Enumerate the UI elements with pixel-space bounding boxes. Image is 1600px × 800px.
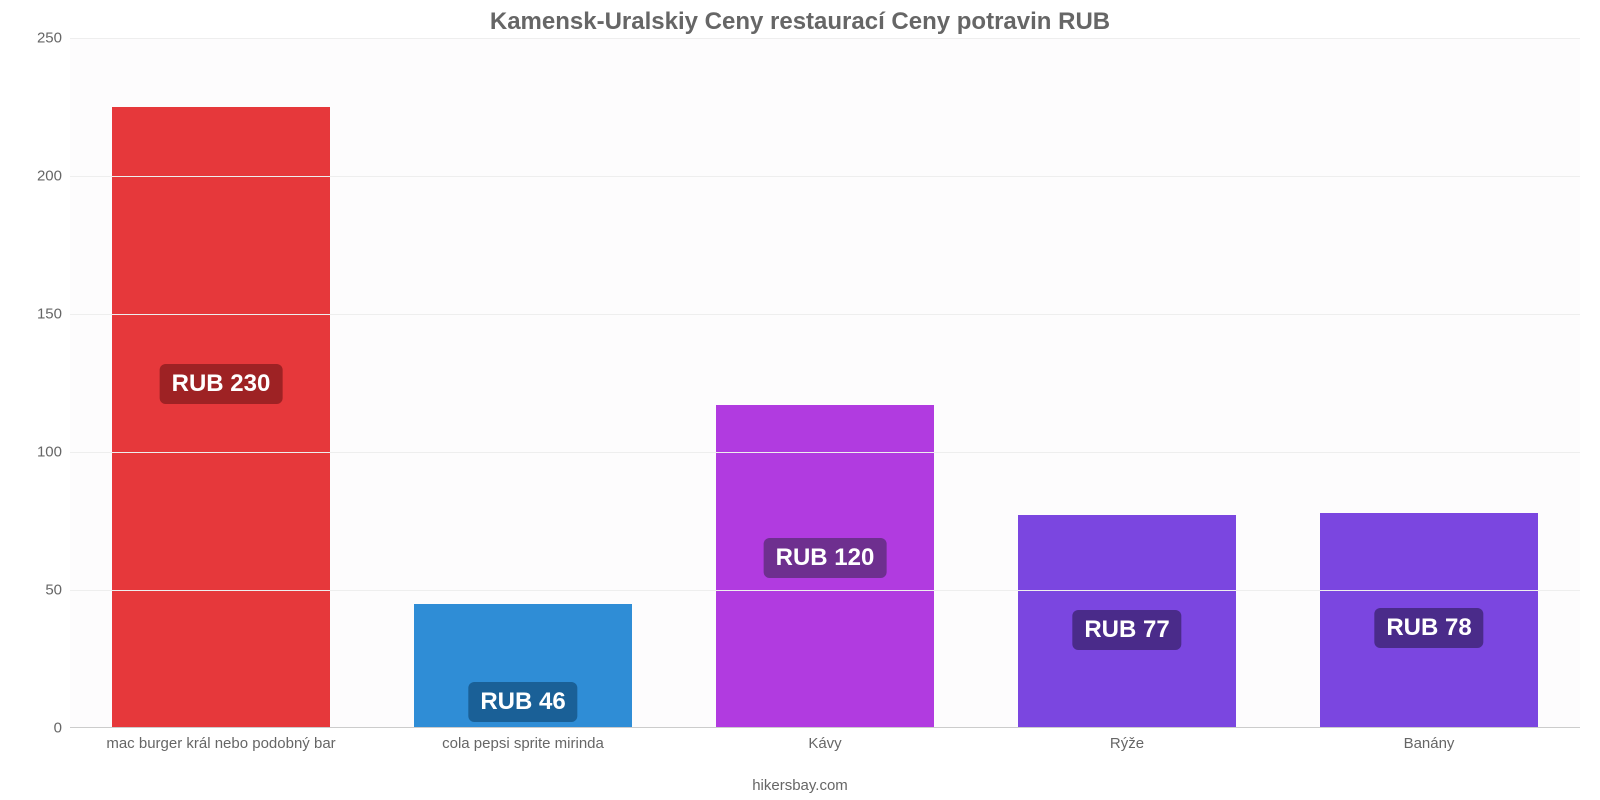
- bar-slot: RUB 78: [1278, 38, 1580, 728]
- bar-slot: RUB 46: [372, 38, 674, 728]
- y-tick-label: 250: [37, 30, 62, 47]
- y-tick-label: 200: [37, 168, 62, 185]
- chart-plot-area: RUB 230 RUB 46 RUB 120 RUB 77 RUB 78: [70, 38, 1580, 728]
- bars-container: RUB 230 RUB 46 RUB 120 RUB 77 RUB 78: [70, 38, 1580, 728]
- grid-line: [70, 590, 1580, 591]
- grid-line: [70, 176, 1580, 177]
- x-tick-label: Banány: [1404, 735, 1455, 752]
- y-tick-label: 150: [37, 306, 62, 323]
- x-tick-label: Rýže: [1110, 735, 1144, 752]
- x-tick-label: cola pepsi sprite mirinda: [442, 735, 604, 752]
- bar-slot: RUB 120: [674, 38, 976, 728]
- bar: [112, 107, 329, 728]
- y-tick-label: 100: [37, 444, 62, 461]
- value-badge: RUB 230: [160, 364, 283, 404]
- value-badge: RUB 78: [1374, 608, 1483, 648]
- grid-line: [70, 452, 1580, 453]
- chart-caption: hikersbay.com: [752, 777, 848, 794]
- y-tick-label: 50: [45, 582, 62, 599]
- y-tick-label: 0: [54, 720, 62, 737]
- value-badge: RUB 46: [468, 682, 577, 722]
- grid-line: [70, 314, 1580, 315]
- bar-slot: RUB 77: [976, 38, 1278, 728]
- x-tick-label: Kávy: [808, 735, 841, 752]
- value-badge: RUB 120: [764, 538, 887, 578]
- grid-line: [70, 38, 1580, 39]
- x-axis-baseline: [70, 727, 1580, 728]
- chart-title: Kamensk-Uralskiy Ceny restaurací Ceny po…: [0, 0, 1600, 36]
- value-badge: RUB 77: [1072, 610, 1181, 650]
- x-tick-label: mac burger král nebo podobný bar: [106, 735, 335, 752]
- bar-slot: RUB 230: [70, 38, 372, 728]
